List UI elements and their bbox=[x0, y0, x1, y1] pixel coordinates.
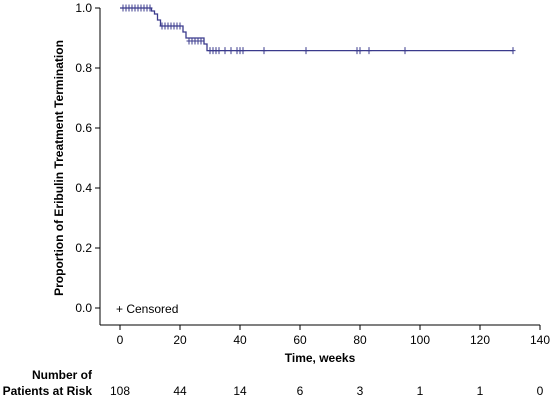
x-tick-label: 40 bbox=[233, 333, 247, 347]
censor-mark bbox=[177, 22, 183, 30]
risk-table-value: 108 bbox=[110, 384, 130, 398]
y-axis-label: Proportion of Eribulin Treatment Termina… bbox=[52, 40, 66, 296]
risk-table-value: 1 bbox=[477, 384, 484, 398]
x-tick-label: 0 bbox=[117, 333, 124, 347]
y-tick-label: 0.8 bbox=[75, 61, 92, 75]
censor-mark bbox=[240, 47, 246, 55]
risk-table-title-line2: Patients at Risk bbox=[3, 384, 93, 398]
y-tick-label: 0.4 bbox=[75, 181, 92, 195]
censor-mark bbox=[228, 47, 234, 55]
legend-censored: + Censored bbox=[116, 302, 178, 316]
x-axis-label: Time, weeks bbox=[285, 351, 356, 365]
x-tick-label: 100 bbox=[410, 333, 430, 347]
x-tick-label: 120 bbox=[470, 333, 490, 347]
y-ticks: 0.0 0.2 0.4 0.6 0.8 1.0 bbox=[75, 1, 100, 315]
censor-mark bbox=[147, 4, 153, 12]
risk-table-value: 14 bbox=[233, 384, 247, 398]
risk-table-value: 0 bbox=[537, 384, 544, 398]
censor-marks bbox=[120, 4, 516, 55]
x-tick-label: 140 bbox=[530, 333, 550, 347]
y-tick-label: 0.2 bbox=[75, 241, 92, 255]
censor-mark bbox=[357, 47, 363, 55]
censor-mark bbox=[402, 47, 408, 55]
risk-table-title-line1: Number of bbox=[32, 368, 93, 382]
censor-mark bbox=[216, 47, 222, 55]
censor-mark bbox=[261, 47, 267, 55]
y-tick-label: 1.0 bbox=[75, 1, 92, 15]
x-ticks: 0 20 40 60 80 100 120 140 bbox=[117, 325, 550, 347]
risk-table-value: 3 bbox=[357, 384, 364, 398]
y-tick-label: 0.0 bbox=[75, 301, 92, 315]
x-tick-label: 80 bbox=[353, 333, 367, 347]
risk-table-value: 6 bbox=[297, 384, 304, 398]
censor-mark bbox=[303, 47, 309, 55]
x-tick-label: 20 bbox=[173, 333, 187, 347]
x-tick-label: 60 bbox=[293, 333, 307, 347]
axes bbox=[99, 8, 540, 326]
risk-table-values: 108 44 14 6 3 1 1 0 bbox=[110, 384, 544, 398]
censor-mark bbox=[222, 47, 228, 55]
censor-mark bbox=[366, 47, 372, 55]
censor-mark bbox=[198, 37, 204, 45]
censor-mark bbox=[510, 47, 516, 55]
risk-table-value: 1 bbox=[417, 384, 424, 398]
y-tick-label: 0.6 bbox=[75, 121, 92, 135]
risk-table-value: 44 bbox=[173, 384, 187, 398]
